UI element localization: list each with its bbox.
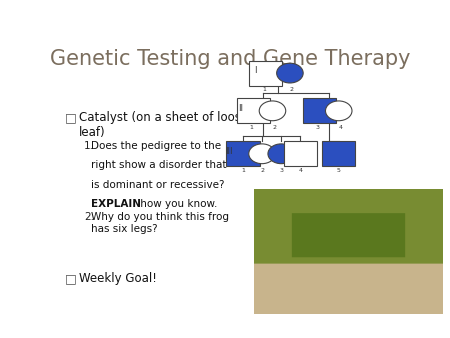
Text: □: □ bbox=[65, 111, 76, 124]
FancyBboxPatch shape bbox=[284, 141, 317, 166]
Text: how you know.: how you know. bbox=[137, 199, 217, 209]
FancyBboxPatch shape bbox=[237, 98, 270, 123]
Text: 4: 4 bbox=[338, 125, 342, 129]
Text: Does the pedigree to the: Does the pedigree to the bbox=[91, 141, 221, 151]
FancyBboxPatch shape bbox=[226, 141, 260, 166]
FancyBboxPatch shape bbox=[322, 141, 356, 166]
Text: 3: 3 bbox=[316, 125, 320, 129]
Text: 1: 1 bbox=[241, 168, 245, 172]
Circle shape bbox=[259, 101, 286, 121]
Text: 1.: 1. bbox=[84, 141, 94, 151]
Text: 2: 2 bbox=[260, 168, 264, 172]
Text: right show a disorder that: right show a disorder that bbox=[91, 160, 227, 170]
Text: 2: 2 bbox=[272, 125, 276, 129]
FancyBboxPatch shape bbox=[303, 98, 336, 123]
Text: Weekly Goal!: Weekly Goal! bbox=[79, 272, 157, 285]
Text: Genetic Testing and Gene Therapy: Genetic Testing and Gene Therapy bbox=[50, 49, 411, 69]
Text: is dominant or recessive?: is dominant or recessive? bbox=[91, 180, 225, 190]
Text: 5: 5 bbox=[337, 168, 341, 172]
Text: II: II bbox=[238, 104, 243, 113]
Text: 1: 1 bbox=[262, 87, 266, 92]
Text: I: I bbox=[254, 66, 257, 75]
Text: 2: 2 bbox=[290, 87, 293, 92]
Circle shape bbox=[268, 144, 294, 164]
Text: 1: 1 bbox=[250, 125, 253, 129]
Text: Why do you think this frog
has six legs?: Why do you think this frog has six legs? bbox=[91, 212, 229, 234]
Circle shape bbox=[277, 63, 303, 83]
Text: 3: 3 bbox=[279, 168, 283, 172]
Text: 2.: 2. bbox=[84, 212, 94, 222]
Text: EXPLAIN: EXPLAIN bbox=[91, 199, 141, 209]
Text: □: □ bbox=[65, 272, 76, 285]
Circle shape bbox=[249, 144, 275, 164]
Text: III: III bbox=[225, 147, 232, 156]
Circle shape bbox=[325, 101, 352, 121]
Text: Catalyst (on a sheet of loose
leaf): Catalyst (on a sheet of loose leaf) bbox=[79, 111, 248, 139]
Text: 4: 4 bbox=[298, 168, 302, 172]
FancyBboxPatch shape bbox=[249, 61, 282, 86]
